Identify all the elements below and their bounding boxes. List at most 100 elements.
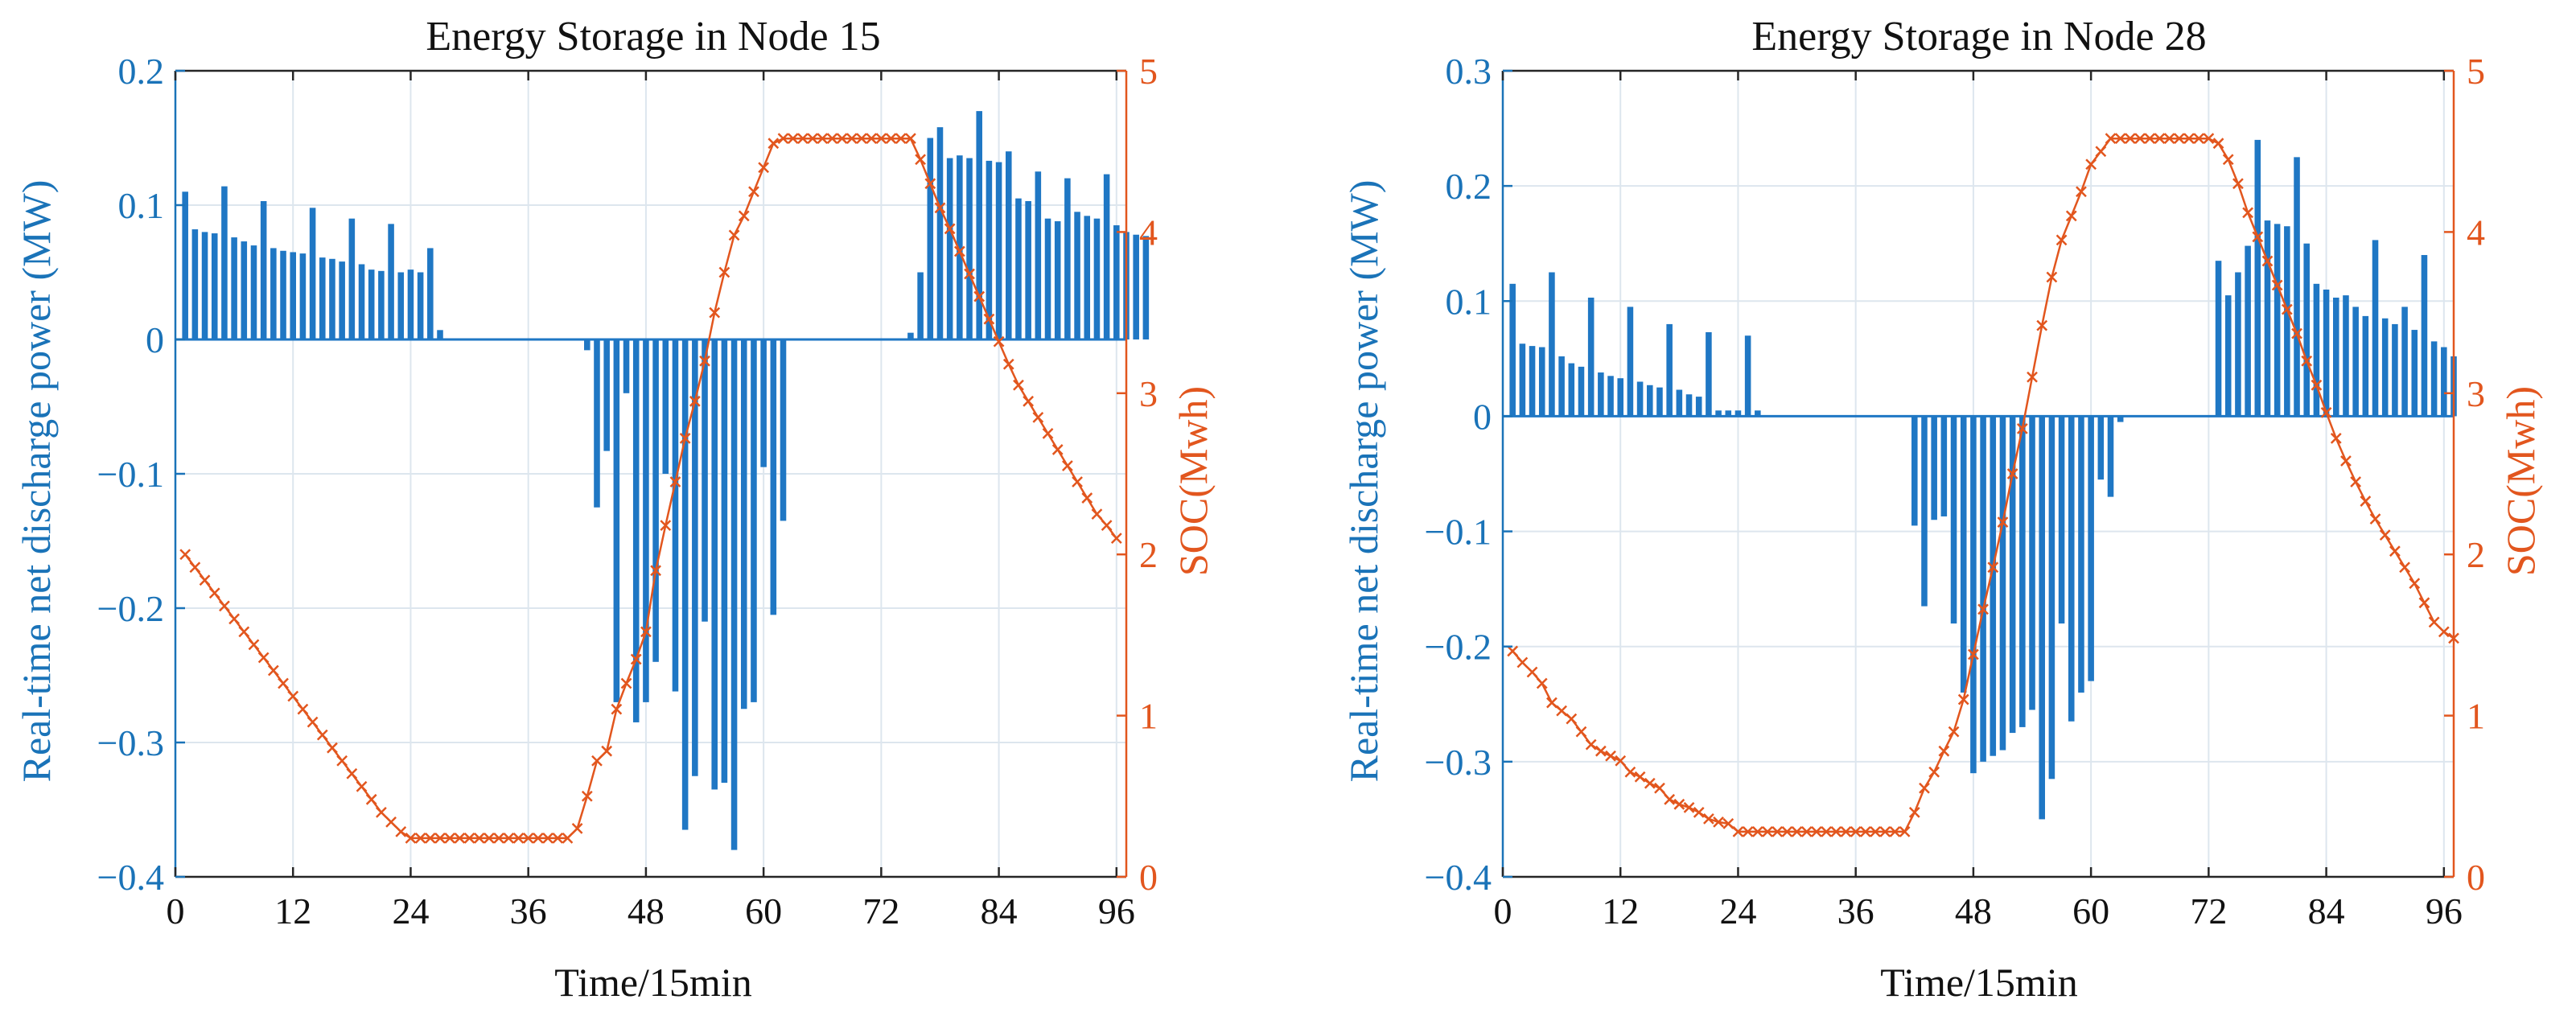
soc-marker — [2320, 406, 2332, 418]
soc-marker — [2114, 133, 2126, 145]
power-bar — [1568, 363, 1575, 417]
soc-marker — [905, 133, 916, 145]
power-bar — [1627, 306, 1634, 417]
soc-marker — [2409, 578, 2421, 590]
x-tick-label: 12 — [274, 891, 311, 932]
y-left-tick-label: 0 — [1473, 396, 1492, 437]
soc-marker — [2154, 133, 2166, 145]
soc-marker — [463, 833, 475, 844]
soc-marker — [836, 133, 848, 145]
soc-marker — [1072, 476, 1083, 487]
power-bar — [2401, 306, 2408, 417]
soc-marker — [346, 767, 358, 779]
power-bar — [584, 339, 591, 351]
power-bar — [1035, 171, 1042, 339]
chart-node-15: 0 12 24 36 48 60 72 84 96−0.4−0.3−0.2−0.100.10.2… — [14, 14, 1216, 1005]
soc-marker — [1742, 826, 1754, 837]
power-bar — [936, 127, 944, 339]
power-bar — [1054, 221, 1061, 339]
soc-marker — [1800, 826, 1813, 837]
y-left-tick-label: 0.2 — [118, 51, 165, 92]
power-bar — [643, 339, 649, 702]
soc-marker — [1585, 738, 1597, 751]
soc-marker — [434, 833, 446, 844]
soc-marker — [454, 833, 466, 844]
soc-marker — [767, 138, 780, 150]
soc-marker — [1664, 793, 1676, 805]
soc-marker — [179, 549, 191, 561]
x-tick-label: 72 — [2190, 891, 2227, 932]
soc-marker — [316, 729, 328, 741]
soc-marker — [1091, 508, 1103, 520]
power-bar — [1950, 416, 1957, 624]
power-bar — [702, 339, 708, 622]
power-bar — [348, 218, 356, 339]
y-left-tick-label: 0.1 — [1446, 281, 1492, 322]
power-bar — [309, 208, 316, 339]
soc-marker — [2340, 455, 2352, 467]
soc-marker — [2212, 138, 2224, 150]
soc-marker — [2389, 545, 2401, 557]
soc-marker — [1987, 561, 1999, 574]
soc-marker — [591, 755, 603, 767]
soc-marker — [1899, 826, 1911, 837]
power-bar — [1015, 198, 1022, 339]
power-bar — [2411, 330, 2418, 417]
soc-marker — [2301, 355, 2313, 367]
soc-marker — [581, 790, 593, 802]
power-bar — [290, 252, 297, 339]
soc-marker — [1615, 755, 1627, 767]
power-bar — [1519, 343, 1526, 417]
power-bar — [623, 339, 630, 393]
soc-marker — [2144, 133, 2156, 145]
power-bar — [740, 339, 747, 710]
soc-marker — [650, 565, 661, 577]
power-bar — [1587, 297, 1595, 417]
power-bar — [1911, 416, 1918, 526]
power-bar — [2441, 347, 2447, 417]
power-bar — [1549, 272, 1555, 417]
power-bar — [966, 158, 973, 339]
x-tick-label: 24 — [392, 891, 429, 932]
power-bar — [957, 155, 963, 339]
soc-marker — [356, 780, 368, 792]
soc-marker — [484, 833, 495, 844]
soc-marker — [993, 335, 1005, 348]
soc-marker — [2006, 468, 2018, 479]
soc-marker — [1693, 806, 1705, 818]
power-bar — [1755, 410, 1761, 417]
soc-marker — [1566, 713, 1578, 725]
power-bar — [2039, 416, 2045, 820]
soc-marker — [2438, 626, 2450, 638]
soc-marker — [2085, 158, 2097, 171]
power-bar — [1142, 236, 1150, 339]
soc-marker — [630, 653, 642, 665]
soc-marker — [1751, 826, 1763, 837]
soc-marker — [385, 816, 397, 828]
power-bar — [2088, 416, 2094, 681]
power-bar — [721, 339, 728, 784]
soc-marker — [1507, 645, 1519, 657]
y-left-tick-label: 0 — [146, 319, 164, 360]
y-right-tick-label: 5 — [1139, 51, 1158, 92]
soc-marker — [395, 826, 407, 837]
y-right-tick-label: 2 — [1139, 534, 1158, 575]
soc-marker — [1830, 826, 1842, 837]
power-bar — [672, 339, 679, 692]
y-axis-right-label: SOC(Mwh) — [1171, 386, 1216, 576]
power-bar — [1607, 376, 1614, 417]
soc-marker — [1703, 812, 1714, 825]
soc-marker — [640, 626, 652, 638]
soc-marker — [2222, 154, 2234, 166]
soc-marker — [287, 690, 299, 702]
soc-marker — [1575, 726, 1587, 738]
soc-marker — [2232, 178, 2244, 190]
y-left-tick-label: 0.2 — [1446, 166, 1492, 207]
y-right-tick-label: 1 — [1139, 696, 1158, 737]
soc-marker — [2369, 513, 2381, 524]
soc-marker — [1683, 801, 1695, 813]
soc-marker — [1919, 782, 1930, 794]
power-bar — [603, 339, 610, 451]
power-bar — [1676, 389, 1683, 417]
power-bar — [692, 339, 698, 776]
